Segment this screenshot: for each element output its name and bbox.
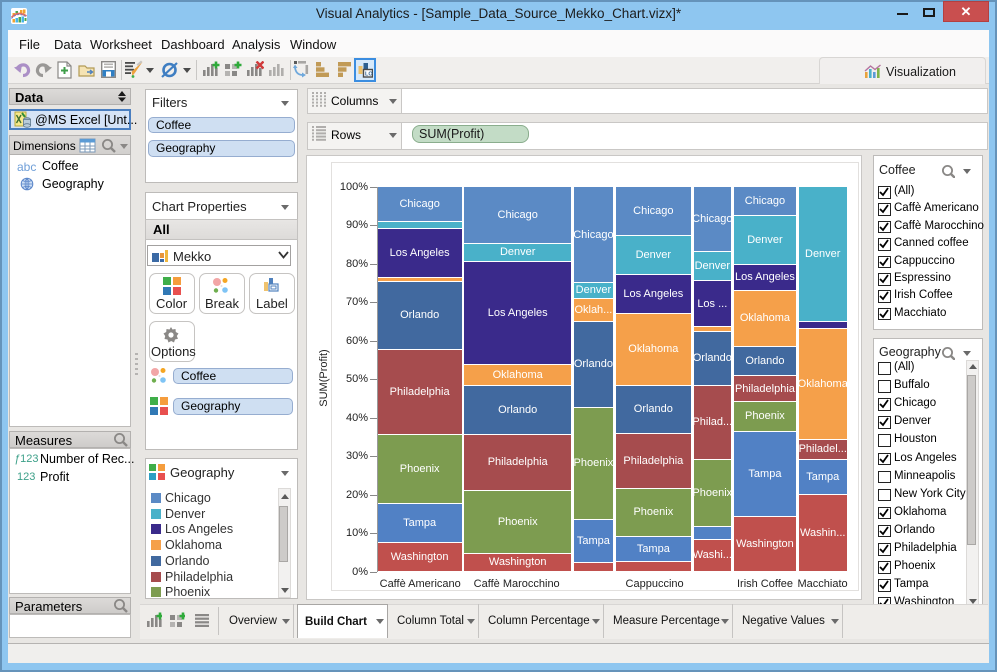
svg-text:LO: LO xyxy=(365,72,373,78)
